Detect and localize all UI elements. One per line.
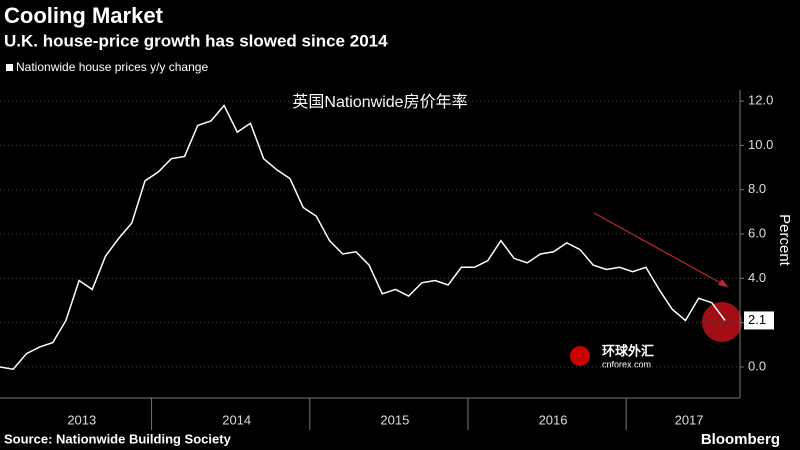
value-label-box [744,311,774,330]
legend-label: Nationwide house prices y/y change [16,60,208,74]
brand: Bloomberg [701,431,780,448]
legend-swatch [6,64,13,71]
x-tick-label: 2014 [222,412,251,427]
y-tick-label: 8.0 [748,181,766,196]
source: Source: Nationwide Building Society [4,431,232,446]
x-tick-label: 2015 [380,412,409,427]
x-tick-label: 2016 [539,412,568,427]
y-tick-label: 4.0 [748,270,766,285]
chart-subtitle: U.K. house-price growth has slowed since… [4,31,388,50]
annotation-circle [702,302,742,342]
watermark: 环球外汇 [602,343,654,358]
y-tick-label: 0.0 [748,358,766,373]
value-label: 2.1 [748,312,766,327]
watermark: cnforex.com [602,359,651,369]
y-tick-label: 10.0 [748,137,773,152]
y-axis-label: Percent [776,214,793,267]
annotation-arrow [593,212,729,288]
overlay-text: 英国Nationwide房价年率 [292,93,467,111]
y-tick-label: 6.0 [748,225,766,240]
line [0,104,726,371]
annotation-arrow-head [718,279,728,287]
x-tick-label: 2013 [67,412,96,427]
x-tick-label: 2017 [675,412,704,427]
y-tick-label: 12.0 [748,93,773,108]
watermark-logo [570,346,590,366]
chart-title: Cooling Market [4,3,164,28]
